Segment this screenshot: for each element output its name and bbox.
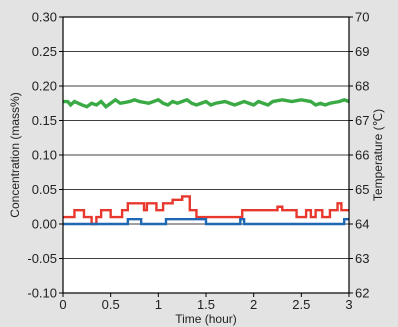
x-tick-label: 1.5 [197, 297, 215, 312]
x-tick-label: 2 [250, 297, 257, 312]
series-line-2 [63, 217, 349, 226]
y-right-axis-title: Temperature (℃) [371, 109, 385, 201]
y-left-tick-label: -0.10 [27, 286, 57, 301]
y-right-tick-label: 62 [355, 286, 369, 301]
y-right-tick-label: 68 [355, 79, 369, 94]
x-tick-label: 0 [59, 297, 66, 312]
x-tick-label: 1 [155, 297, 162, 312]
y-right-tick-label: 67 [355, 113, 369, 128]
y-right-tick-label: 69 [355, 44, 369, 59]
series-line-1 [63, 195, 349, 226]
series-line-0 [63, 97, 350, 109]
y-right-tick-label: 66 [355, 148, 369, 163]
y-left-axis-title: Concentration (mass%) [8, 92, 22, 217]
x-tick-label: 0.5 [102, 297, 120, 312]
y-left-tick-label: 0.00 [32, 217, 57, 232]
x-tick-label: 3 [345, 297, 352, 312]
ticks: 0.30 0.25 0.20 0.15 0.10 0.05 0.00 -0.05 -0.10 70… [27, 10, 369, 313]
y-right-tick-label: 70 [355, 10, 369, 25]
y-left-tick-label: 0.05 [32, 182, 57, 197]
y-left-tick-label: 0.15 [32, 113, 57, 128]
x-axis-title: Time (hour) [175, 312, 237, 326]
y-left-tick-label: 0.20 [32, 79, 57, 94]
y-right-tick-label: 64 [355, 217, 369, 232]
series-group [63, 97, 350, 226]
y-left-tick-label: 0.30 [32, 10, 57, 25]
y-left-tick-label: 0.10 [32, 148, 57, 163]
y-left-tick-label: -0.05 [27, 251, 57, 266]
x-tick-label: 2.5 [292, 297, 310, 312]
y-right-tick-label: 65 [355, 182, 369, 197]
y-right-tick-label: 63 [355, 251, 369, 266]
y-left-tick-label: 0.25 [32, 44, 57, 59]
